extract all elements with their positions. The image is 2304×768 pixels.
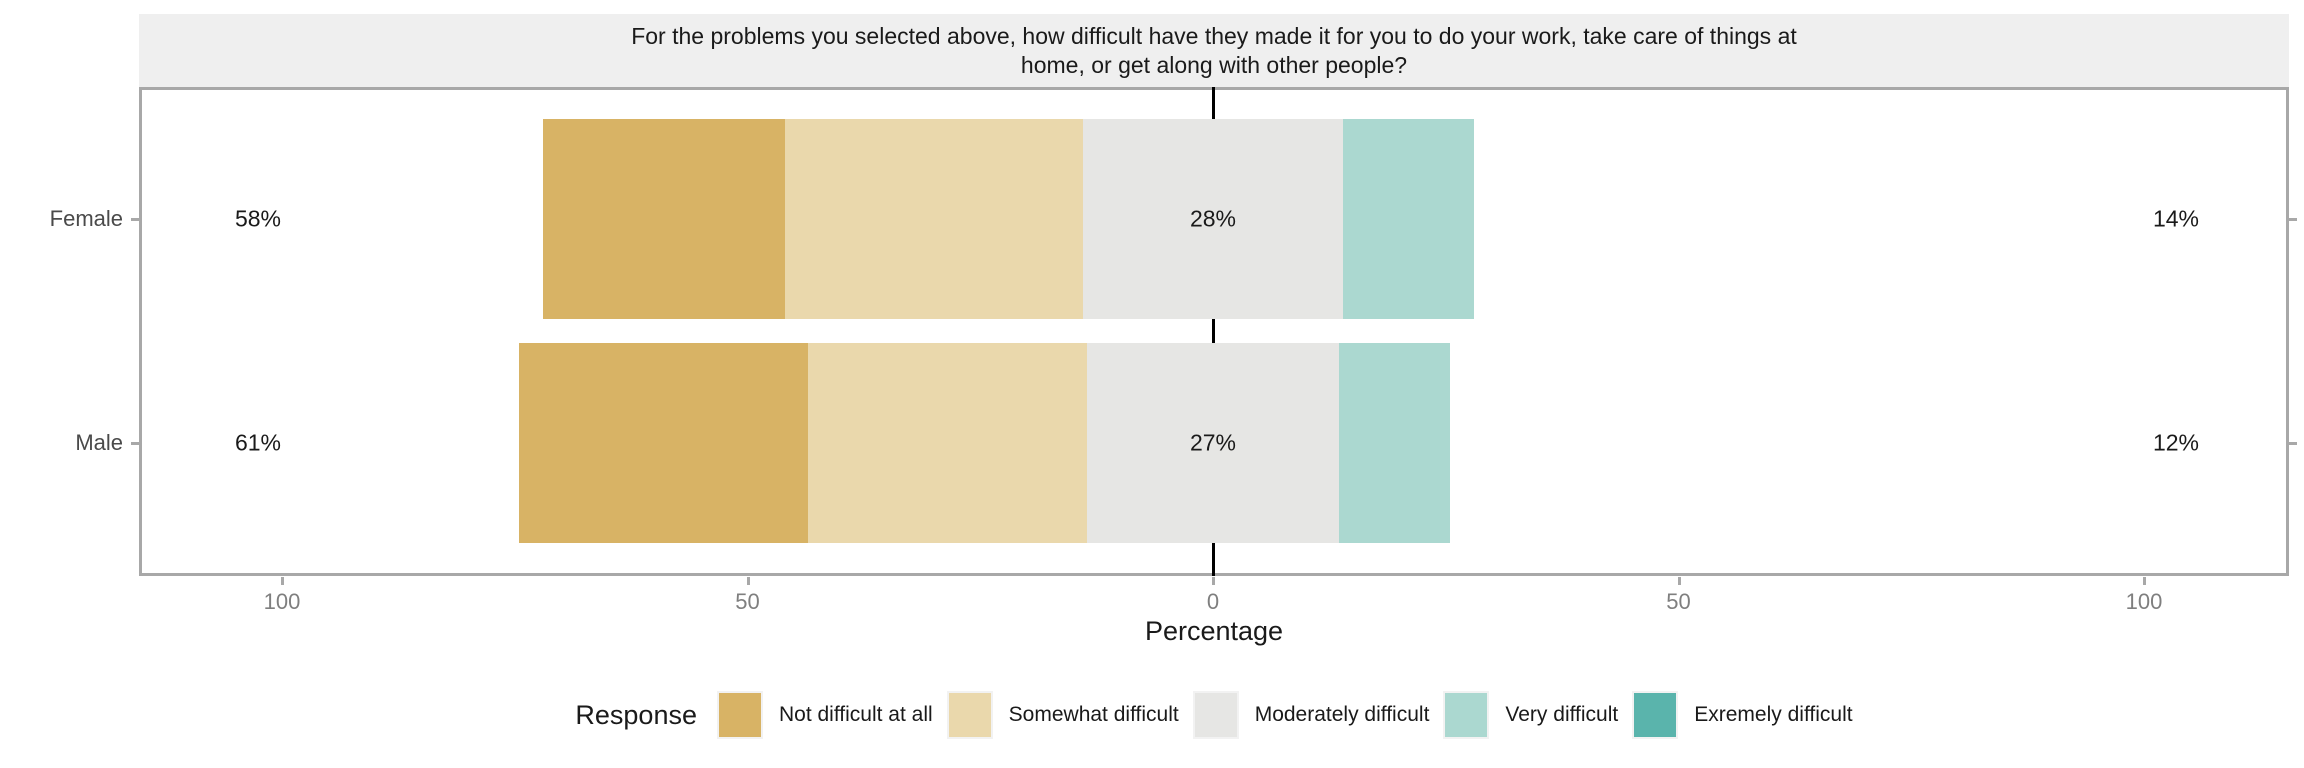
- annotation-center: 27%: [1189, 429, 1237, 456]
- annotation-left: 58%: [234, 205, 282, 232]
- x-tick-label: 50: [735, 589, 760, 614]
- y-tick-mark: [131, 442, 139, 445]
- legend-item: Not difficult at all: [716, 691, 933, 739]
- bar-segment-somewhat-difficult: [808, 343, 1088, 543]
- bar-segment-not-difficult-at-all: [542, 119, 785, 319]
- legend-item-label: Exremely difficult: [1694, 703, 1853, 726]
- x-tick-mark: [281, 577, 284, 585]
- bar-segment-not-difficult-at-all: [519, 343, 808, 543]
- x-tick-mark: [746, 577, 750, 585]
- x-tick-label: 100: [263, 589, 301, 614]
- x-axis-title: Percentage: [1144, 616, 1284, 646]
- legend-swatch-icon: [1192, 691, 1239, 739]
- legend-item: Moderately difficult: [1192, 691, 1430, 739]
- y-tick-mark: [2289, 218, 2297, 221]
- legend-items: Not difficult at all Somewhat difficult Mo…: [716, 691, 1853, 739]
- legend-item-label: Not difficult at all: [778, 703, 933, 726]
- legend-item: Exremely difficult: [1632, 691, 1853, 739]
- x-tick-mark: [1677, 577, 1681, 585]
- legend-swatch-icon: [1443, 691, 1490, 739]
- zero-reference-line: [1212, 87, 1215, 576]
- legend-swatch-icon: [1632, 691, 1679, 739]
- bar-segment-very-difficult: [1338, 343, 1451, 543]
- bar-segment-moderately-difficult: [1082, 119, 1344, 319]
- legend-swatch-icon: [716, 691, 763, 739]
- annotation-left: 61%: [234, 429, 282, 456]
- annotation-right: 12%: [2152, 429, 2200, 456]
- bar-segment-moderately-difficult: [1087, 343, 1339, 543]
- x-tick-mark: [1212, 577, 1215, 585]
- bar-segment-somewhat-difficult: [784, 119, 1083, 319]
- x-tick-mark: [2143, 577, 2146, 585]
- bar-segment-very-difficult: [1343, 119, 1474, 319]
- y-tick-mark: [131, 218, 139, 221]
- annotation-center: 28%: [1189, 205, 1237, 232]
- legend-title: Response: [575, 699, 697, 730]
- x-tick-label: 0: [1206, 589, 1220, 614]
- y-tick-mark: [2289, 442, 2297, 445]
- row-label-female: Female: [49, 206, 123, 231]
- annotation-right: 14%: [2152, 205, 2200, 232]
- x-tick-label: 100: [2125, 589, 2163, 614]
- row-label-male: Male: [75, 430, 123, 455]
- legend-item: Somewhat difficult: [946, 691, 1179, 739]
- legend-item: Very difficult: [1443, 691, 1619, 739]
- legend-item-label: Moderately difficult: [1254, 703, 1430, 726]
- legend-item-label: Very difficult: [1505, 703, 1619, 726]
- legend-swatch-icon: [946, 691, 993, 739]
- title-strip: For the problems you selected above, how…: [139, 14, 2289, 87]
- x-tick-label: 50: [1666, 589, 1691, 614]
- legend-item-label: Somewhat difficult: [1008, 703, 1179, 726]
- chart-title: For the problems you selected above, how…: [631, 22, 1797, 78]
- legend: Response Not difficult at all Somewhat di…: [139, 690, 2289, 740]
